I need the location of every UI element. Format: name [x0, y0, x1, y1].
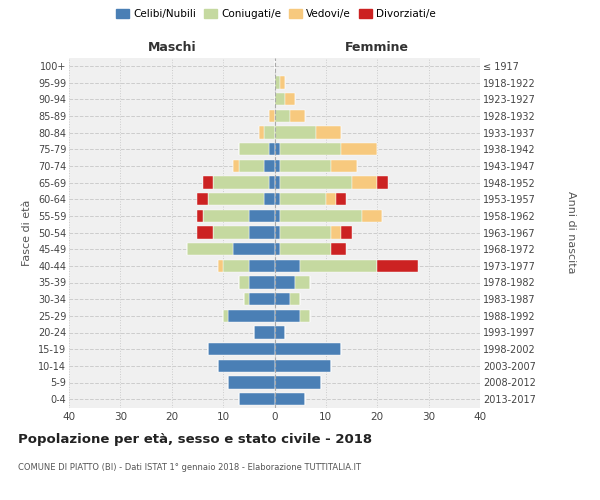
Bar — [300, 260, 377, 272]
Bar — [249, 293, 275, 306]
Bar — [290, 293, 300, 306]
Bar — [275, 260, 300, 272]
Bar — [341, 226, 352, 239]
Text: Popolazione per età, sesso e stato civile - 2018: Popolazione per età, sesso e stato civil… — [18, 432, 372, 446]
Bar — [295, 276, 310, 289]
Bar — [280, 193, 326, 205]
Bar — [197, 226, 213, 239]
Bar — [275, 226, 280, 239]
Y-axis label: Anni di nascita: Anni di nascita — [566, 191, 576, 274]
Bar — [218, 360, 275, 372]
Bar — [331, 226, 341, 239]
Bar — [249, 276, 275, 289]
Bar — [213, 226, 249, 239]
Bar — [228, 310, 275, 322]
Y-axis label: Fasce di età: Fasce di età — [22, 200, 32, 266]
Bar — [275, 376, 321, 389]
Bar — [341, 143, 377, 156]
Bar — [336, 193, 346, 205]
Bar — [264, 193, 275, 205]
Bar — [269, 110, 275, 122]
Bar — [264, 126, 275, 139]
Text: Maschi: Maschi — [148, 41, 196, 54]
Bar — [187, 243, 233, 256]
Bar — [316, 126, 341, 139]
Bar — [269, 143, 275, 156]
Bar — [280, 143, 341, 156]
Bar — [244, 293, 249, 306]
Bar — [275, 126, 316, 139]
Bar — [280, 210, 362, 222]
Bar — [275, 176, 280, 189]
Bar — [352, 176, 377, 189]
Bar — [203, 176, 213, 189]
Bar — [239, 143, 269, 156]
Bar — [197, 193, 208, 205]
Bar — [280, 160, 331, 172]
Bar — [275, 360, 331, 372]
Bar — [249, 260, 275, 272]
Bar — [280, 176, 352, 189]
Bar — [377, 260, 418, 272]
Bar — [259, 126, 264, 139]
Text: Femmine: Femmine — [345, 41, 409, 54]
Bar — [197, 210, 203, 222]
Bar — [290, 110, 305, 122]
Text: COMUNE DI PIATTO (BI) - Dati ISTAT 1° gennaio 2018 - Elaborazione TUTTITALIA.IT: COMUNE DI PIATTO (BI) - Dati ISTAT 1° ge… — [18, 462, 361, 471]
Legend: Celibi/Nubili, Coniugati/e, Vedovi/e, Divorziati/e: Celibi/Nubili, Coniugati/e, Vedovi/e, Di… — [112, 5, 440, 24]
Bar — [239, 276, 249, 289]
Bar — [275, 110, 290, 122]
Bar — [269, 176, 275, 189]
Bar — [275, 160, 280, 172]
Bar — [249, 210, 275, 222]
Bar — [213, 176, 269, 189]
Bar — [275, 143, 280, 156]
Bar — [275, 276, 295, 289]
Bar — [223, 310, 228, 322]
Bar — [280, 243, 331, 256]
Bar — [275, 393, 305, 406]
Bar — [377, 176, 388, 189]
Bar — [275, 93, 285, 106]
Bar — [280, 76, 285, 89]
Bar — [300, 310, 310, 322]
Bar — [223, 260, 249, 272]
Bar — [264, 160, 275, 172]
Bar — [275, 343, 341, 355]
Bar — [275, 210, 280, 222]
Bar — [275, 193, 280, 205]
Bar — [218, 260, 223, 272]
Bar — [275, 310, 300, 322]
Bar — [331, 243, 346, 256]
Bar — [254, 326, 275, 339]
Bar — [233, 160, 239, 172]
Bar — [233, 243, 275, 256]
Bar — [249, 226, 275, 239]
Bar — [275, 76, 280, 89]
Bar — [280, 226, 331, 239]
Bar — [208, 193, 264, 205]
Bar — [285, 93, 295, 106]
Bar — [362, 210, 382, 222]
Bar — [239, 160, 264, 172]
Bar — [228, 376, 275, 389]
Bar — [326, 193, 336, 205]
Bar — [275, 326, 285, 339]
Bar — [239, 393, 275, 406]
Bar — [203, 210, 249, 222]
Bar — [208, 343, 275, 355]
Bar — [331, 160, 356, 172]
Bar — [275, 293, 290, 306]
Bar — [275, 243, 280, 256]
